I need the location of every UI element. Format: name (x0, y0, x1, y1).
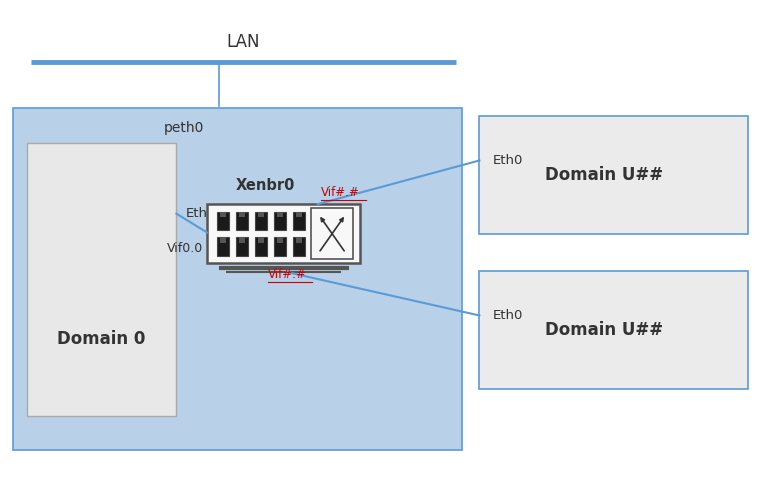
FancyBboxPatch shape (293, 212, 305, 230)
FancyBboxPatch shape (27, 143, 176, 416)
Text: Domain U##: Domain U## (545, 321, 663, 338)
Text: Domain U##: Domain U## (545, 166, 663, 184)
FancyBboxPatch shape (277, 212, 282, 217)
Text: Domain 0: Domain 0 (58, 330, 146, 348)
Text: Eth0: Eth0 (186, 207, 216, 220)
FancyBboxPatch shape (239, 212, 245, 217)
FancyBboxPatch shape (274, 212, 286, 230)
FancyBboxPatch shape (293, 237, 305, 256)
FancyBboxPatch shape (239, 237, 245, 243)
FancyBboxPatch shape (479, 116, 748, 234)
FancyBboxPatch shape (296, 237, 301, 243)
Text: Vif#.#: Vif#.# (321, 186, 360, 199)
FancyBboxPatch shape (258, 212, 264, 217)
Text: LAN: LAN (227, 32, 260, 51)
FancyBboxPatch shape (216, 237, 229, 256)
FancyBboxPatch shape (220, 212, 225, 217)
Text: Vif0.0: Vif0.0 (167, 242, 203, 255)
FancyBboxPatch shape (277, 237, 282, 243)
FancyBboxPatch shape (235, 237, 248, 256)
Text: Vif#.#: Vif#.# (268, 269, 307, 281)
FancyBboxPatch shape (13, 108, 462, 450)
FancyBboxPatch shape (255, 212, 267, 230)
FancyBboxPatch shape (479, 271, 748, 389)
FancyBboxPatch shape (296, 212, 301, 217)
Text: Xenbr0: Xenbr0 (235, 179, 295, 193)
FancyBboxPatch shape (235, 212, 248, 230)
FancyBboxPatch shape (274, 237, 286, 256)
FancyBboxPatch shape (255, 237, 267, 256)
Text: Eth0: Eth0 (493, 154, 524, 167)
Text: Eth0: Eth0 (493, 309, 524, 322)
FancyBboxPatch shape (207, 204, 360, 263)
FancyBboxPatch shape (216, 212, 229, 230)
FancyBboxPatch shape (311, 208, 353, 259)
FancyBboxPatch shape (220, 237, 225, 243)
Text: peth0: peth0 (163, 121, 204, 134)
FancyBboxPatch shape (258, 237, 264, 243)
